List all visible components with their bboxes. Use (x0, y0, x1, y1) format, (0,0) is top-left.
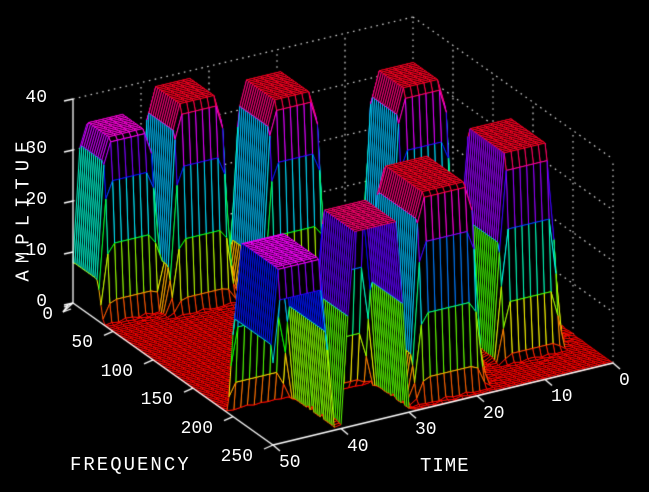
plot-area: AMPLITUE FREQUENCY TIME 0 10 20 30 40 0 50 100 1… (0, 0, 649, 492)
mesh-plot-canvas (0, 0, 649, 492)
